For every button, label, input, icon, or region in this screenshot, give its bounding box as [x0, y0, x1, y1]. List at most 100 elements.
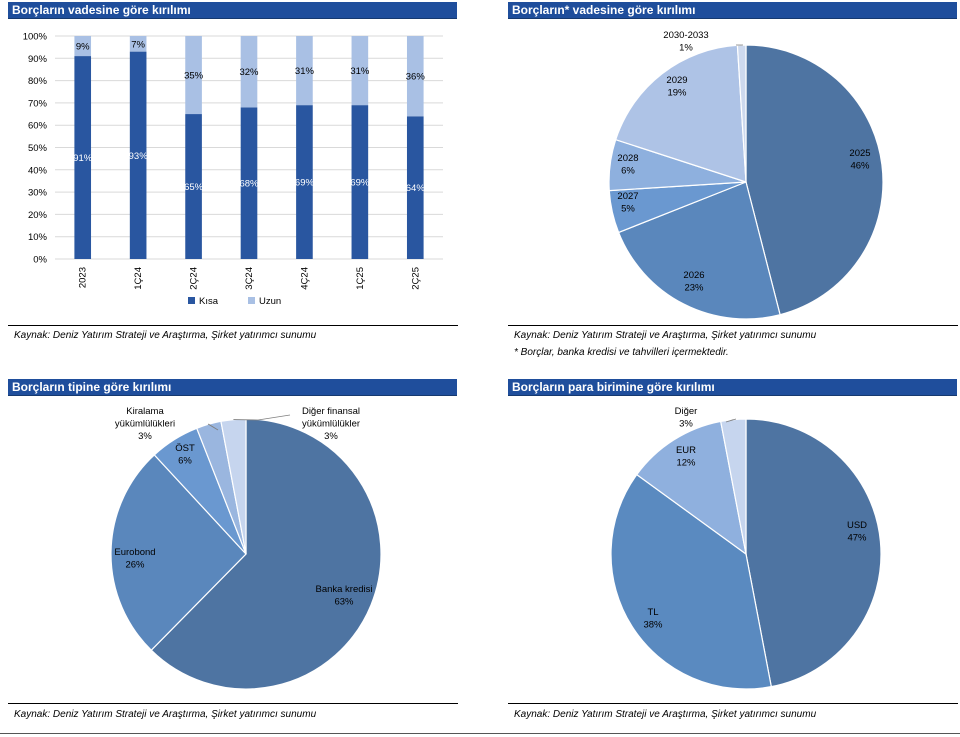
slice-value-label: 23%	[684, 283, 704, 294]
source-text: Kaynak: Deniz Yatırım Strateji ve Araştı…	[14, 330, 317, 341]
pie-chart-currency: USD 47% TL 38% EUR 12% Diğer 3%	[610, 406, 882, 690]
bar-k-sa	[129, 51, 147, 259]
legend-swatch-k-sa	[188, 297, 195, 304]
data-label: 36%	[406, 72, 426, 83]
leader-line	[725, 418, 737, 423]
data-label: 31%	[350, 66, 370, 77]
footnote: * Borçlar, banka kredisi ve tahvilleri i…	[514, 347, 729, 358]
slice-name-label: TL	[647, 607, 658, 618]
page-bottom-rule	[0, 733, 960, 734]
slice-value-label: 6%	[621, 166, 635, 177]
slice-name-label: yükümlülükler	[302, 419, 360, 430]
bar-uzun	[185, 36, 202, 115]
data-label: 32%	[239, 67, 259, 78]
legend-label: Kısa	[199, 296, 219, 307]
slice-value-label: 12%	[676, 458, 696, 469]
y-tick-label: 40%	[28, 165, 48, 176]
bar-k-sa	[351, 105, 369, 259]
slice-name-label: USD	[847, 520, 867, 531]
y-tick-label: 20%	[28, 210, 48, 221]
slice-name-label: Kiralama	[126, 406, 164, 417]
legend-label: Uzun	[259, 296, 281, 307]
pie-slice-tl	[610, 473, 772, 690]
data-label: 69%	[350, 178, 370, 189]
legend-swatch-uzun	[248, 297, 255, 304]
pie-slice-2025	[745, 44, 884, 316]
slice-name-label: 2025	[849, 148, 870, 159]
y-tick-label: 60%	[28, 121, 48, 132]
y-tick-label: 100%	[23, 32, 48, 43]
pie-chart-debt-type: Banka kredisi 63% Eurobond 26% ÖST 6% Kiralama…	[110, 406, 382, 690]
slice-name-label: Eurobond	[114, 547, 155, 558]
divider	[508, 703, 958, 704]
divider	[8, 703, 458, 704]
slice-name-label: 2030-2033	[663, 30, 708, 41]
x-tick-label: 1Ç24	[133, 267, 144, 290]
slice-name-label: 2026	[683, 270, 704, 281]
y-tick-label: 50%	[28, 143, 48, 154]
slice-value-label: 3%	[138, 431, 152, 442]
slice-name-label: 2028	[617, 153, 638, 164]
bar-k-sa	[74, 56, 92, 259]
slice-value-label: 1%	[679, 43, 693, 54]
bar-k-sa	[406, 116, 424, 259]
leader-line	[207, 423, 219, 431]
y-tick-label: 0%	[33, 255, 47, 266]
leader-line	[233, 414, 291, 421]
bar-k-sa	[296, 105, 313, 259]
slice-value-label: 3%	[679, 419, 693, 430]
y-tick-label: 30%	[28, 188, 48, 199]
x-tick-label: 4Ç24	[299, 267, 310, 290]
stacked-bar-chart: 0% 10% 20% 30% 40% 50% 60% 70% 80% 90% 100% 91% 9% 20…	[23, 32, 443, 307]
panel-title-maturity-years: Borçların* vadesine göre kırılımı	[508, 2, 957, 19]
slice-value-label: 47%	[847, 533, 867, 544]
x-tick-label: 1Ç25	[355, 267, 366, 290]
y-tick-label: 90%	[28, 54, 48, 65]
slice-value-label: 63%	[334, 597, 354, 608]
data-label: 64%	[406, 183, 426, 194]
slice-value-label: 5%	[621, 204, 635, 215]
data-label: 35%	[184, 71, 204, 82]
y-tick-label: 70%	[28, 98, 48, 109]
slice-name-label: Diğer finansal	[302, 406, 360, 417]
panel-title-currency: Borçların para birimine göre kırılımı	[508, 379, 957, 396]
x-tick-label: 3Ç24	[244, 267, 255, 290]
slice-name-label: 2027	[617, 191, 638, 202]
pie-chart-maturity-years: 2025 46% 2026 23% 2027 5% 2028 6% 2029 19% 2030-20…	[608, 30, 884, 320]
panel-title-maturity-split: Borçların vadesine göre kırılımı	[8, 2, 457, 19]
data-label: 65%	[184, 182, 204, 193]
divider	[508, 325, 958, 326]
x-tick-label: 2Ç25	[410, 267, 421, 290]
data-label: 68%	[239, 179, 259, 190]
pie-slice-di-er-finansal-y-k-ml-l-kler	[220, 418, 247, 555]
slice-name-label: EUR	[676, 445, 696, 456]
slice-value-label: 26%	[125, 560, 145, 571]
pie-slice-2029	[614, 44, 747, 183]
source-text: Kaynak: Deniz Yatırım Strateji ve Araştı…	[514, 709, 817, 720]
pie-slice-eurobond	[110, 454, 247, 652]
source-text: Kaynak: Deniz Yatırım Strateji ve Araştı…	[14, 709, 317, 720]
bar-k-sa	[240, 107, 258, 259]
data-label: 69%	[295, 178, 315, 189]
bar-uzun	[296, 36, 313, 106]
pie-slice-banka-kredisi	[150, 418, 382, 690]
slice-value-label: 38%	[643, 620, 663, 631]
slice-name-label: ÖST	[175, 443, 195, 454]
divider	[8, 325, 458, 326]
slice-value-label: 3%	[324, 431, 338, 442]
data-label: 9%	[76, 42, 90, 53]
y-tick-label: 10%	[28, 232, 48, 243]
source-text: Kaynak: Deniz Yatırım Strateji ve Araştı…	[514, 330, 817, 341]
bar-uzun	[406, 36, 424, 117]
bar-k-sa	[185, 114, 202, 259]
pie-slice-usd	[745, 418, 882, 688]
slice-name-label: Banka kredisi	[315, 584, 372, 595]
bar-uzun	[74, 36, 92, 57]
slice-name-label: Diğer	[675, 406, 698, 417]
data-label: 7%	[131, 39, 145, 50]
x-tick-label: 2023	[78, 267, 89, 288]
y-tick-label: 80%	[28, 76, 48, 87]
slice-value-label: 46%	[850, 161, 870, 172]
slice-name-label: yükümlülükleri	[115, 419, 175, 430]
data-label: 31%	[295, 66, 315, 77]
